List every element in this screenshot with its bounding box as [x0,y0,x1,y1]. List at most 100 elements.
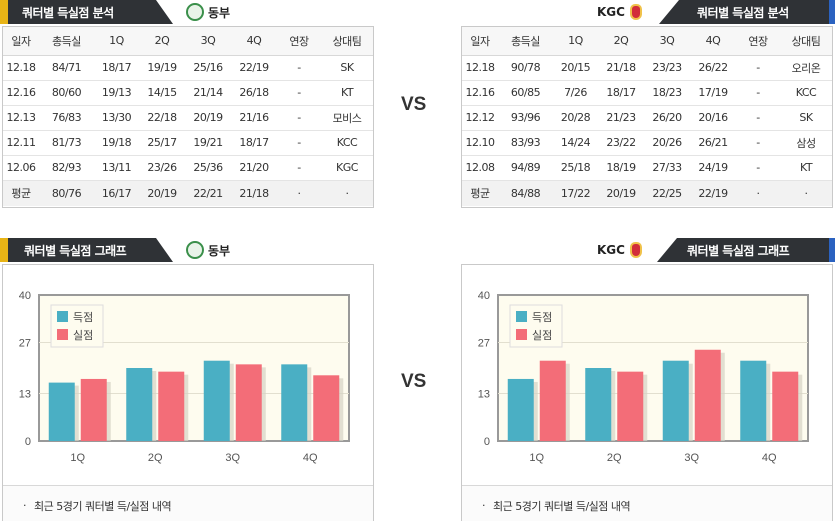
table-cell: - [736,130,780,156]
table-cell: 25/36 [185,155,231,181]
y-tick-label: 13 [19,389,31,401]
table-cell: 22/18 [139,105,185,131]
left-graph-team-name: 동부 [208,243,231,258]
table-cell: 83/93 [498,130,553,156]
table-cell: 18/17 [231,130,277,156]
right-table-header-row: 일자 총득실 1Q 2Q 3Q 4Q 연장 상대팀 [462,27,832,56]
table-cell: 27/33 [644,155,690,181]
x-tick-label: 1Q [70,452,85,464]
table-cell: 삼성 [780,130,832,156]
table-cell: KT [321,80,373,106]
bar-score [662,360,689,441]
table-cell: 94/89 [498,155,553,181]
column-header: 총득실 [39,27,94,56]
table-row: 12.13 76/83 13/30 22/18 20/19 21/16- 모비스 [3,105,373,131]
table-cell: 12.16 [3,80,39,106]
table-cell: - [277,105,321,131]
bar-allow [158,371,185,441]
bar-score [585,368,612,441]
table-cell: 93/96 [498,105,553,131]
legend-label: 실점 [532,329,552,342]
table-cell: 22/19 [690,180,736,206]
column-header: 3Q [185,27,231,56]
right-graph-accent-stripe [829,238,835,262]
bar-score [203,360,230,441]
table-cell: 22/19 [231,55,277,81]
table-cell: 22/25 [644,180,690,206]
table-cell: 13/30 [94,105,139,131]
bar-score [740,360,767,441]
left-graph-team: 동부 [186,238,230,262]
table-cell: · [780,180,832,206]
left-graph-title: 쿼터별 득실점 그래프 [8,238,173,262]
x-tick-label: 4Q [762,452,777,464]
bullet-icon: · [482,499,486,512]
table-cell: - [736,105,780,131]
bar-allow [313,375,340,441]
left-graph-accent-stripe [0,238,8,262]
table-cell: KT [780,155,832,181]
table-cell: 18/23 [644,80,690,106]
legend-swatch-allow [57,329,68,340]
column-header: 1Q [94,27,139,56]
table-cell: KCC [780,80,832,106]
left-graph-panel: 0 13 27 40 1Q 2Q 3Q 4Q 득점 실점 · 최근 5경기 쿼터별 득/실점 내역 [2,264,374,521]
table-cell: 23/22 [598,130,644,156]
table-cell: 19/18 [94,130,139,156]
right-graph-title: 쿼터별 득실점 그래프 [657,238,829,262]
table-cell: 25/16 [185,55,231,81]
legend-swatch-allow [516,329,527,340]
left-graph-header: 쿼터별 득실점 그래프 동부 [0,238,374,266]
table-cell: 25/17 [139,130,185,156]
table-cell: 20/19 [598,180,644,206]
right-graph-team-name: KGC [597,243,625,257]
table-cell: 84/71 [39,55,94,81]
right-stats-table: 일자 총득실 1Q 2Q 3Q 4Q 연장 상대팀 12.18 90/78 20/15 21/18 2… [462,27,832,206]
column-header: 상대팀 [780,27,832,56]
legend-label: 실점 [73,329,93,342]
column-header: 4Q [231,27,277,56]
table-cell: 80/76 [39,180,94,206]
table-cell: - [277,55,321,81]
table-cell: 23/23 [644,55,690,81]
column-header: 연장 [277,27,321,56]
table-cell: 21/16 [231,105,277,131]
left-graph-title-text: 쿼터별 득실점 그래프 [24,243,127,258]
table-cell: - [736,155,780,181]
table-cell: 18/19 [598,155,644,181]
left-footer: · 최근 5경기 쿼터별 득/실점 내역 [3,485,373,521]
table-cell: 26/22 [690,55,736,81]
table-cell: · [736,180,780,206]
table-cell: 26/20 [644,105,690,131]
table-cell: 17/22 [553,180,598,206]
table-cell: 18/17 [598,80,644,106]
table-cell: 12.11 [3,130,39,156]
average-row: 평균 84/88 17/22 20/19 22/25 22/19 · · [462,180,832,206]
table-cell: 21/14 [185,80,231,106]
table-cell: 21/20 [231,155,277,181]
x-tick-label: 4Q [303,452,318,464]
table-cell: 14/15 [139,80,185,106]
legend-label: 득점 [532,311,552,324]
table-cell: 12.08 [462,155,498,181]
table-cell: 20/19 [139,180,185,206]
right-footer-text: 최근 5경기 쿼터별 득/실점 내역 [493,499,631,513]
table-cell: 12.13 [3,105,39,131]
table-cell: 12.18 [3,55,39,81]
left-team: 동부 [186,0,230,24]
table-cell: - [277,80,321,106]
table-row: 12.06 82/93 13/11 23/26 25/36 21/20- KGC [3,155,373,181]
column-header: 상대팀 [321,27,373,56]
kgc-emblem-icon [629,4,642,20]
right-analysis-title-text: 쿼터별 득실점 분석 [697,5,789,20]
legend-swatch-score [516,311,527,322]
left-stats-table: 일자 총득실 1Q 2Q 3Q 4Q 연장 상대팀 12.18 84/71 18/17 19/19 2… [3,27,373,206]
table-cell: 오리온 [780,55,832,81]
x-tick-label: 1Q [529,452,544,464]
bar-allow [80,378,107,441]
bar-allow [235,364,262,441]
bullet-icon: · [23,499,27,512]
